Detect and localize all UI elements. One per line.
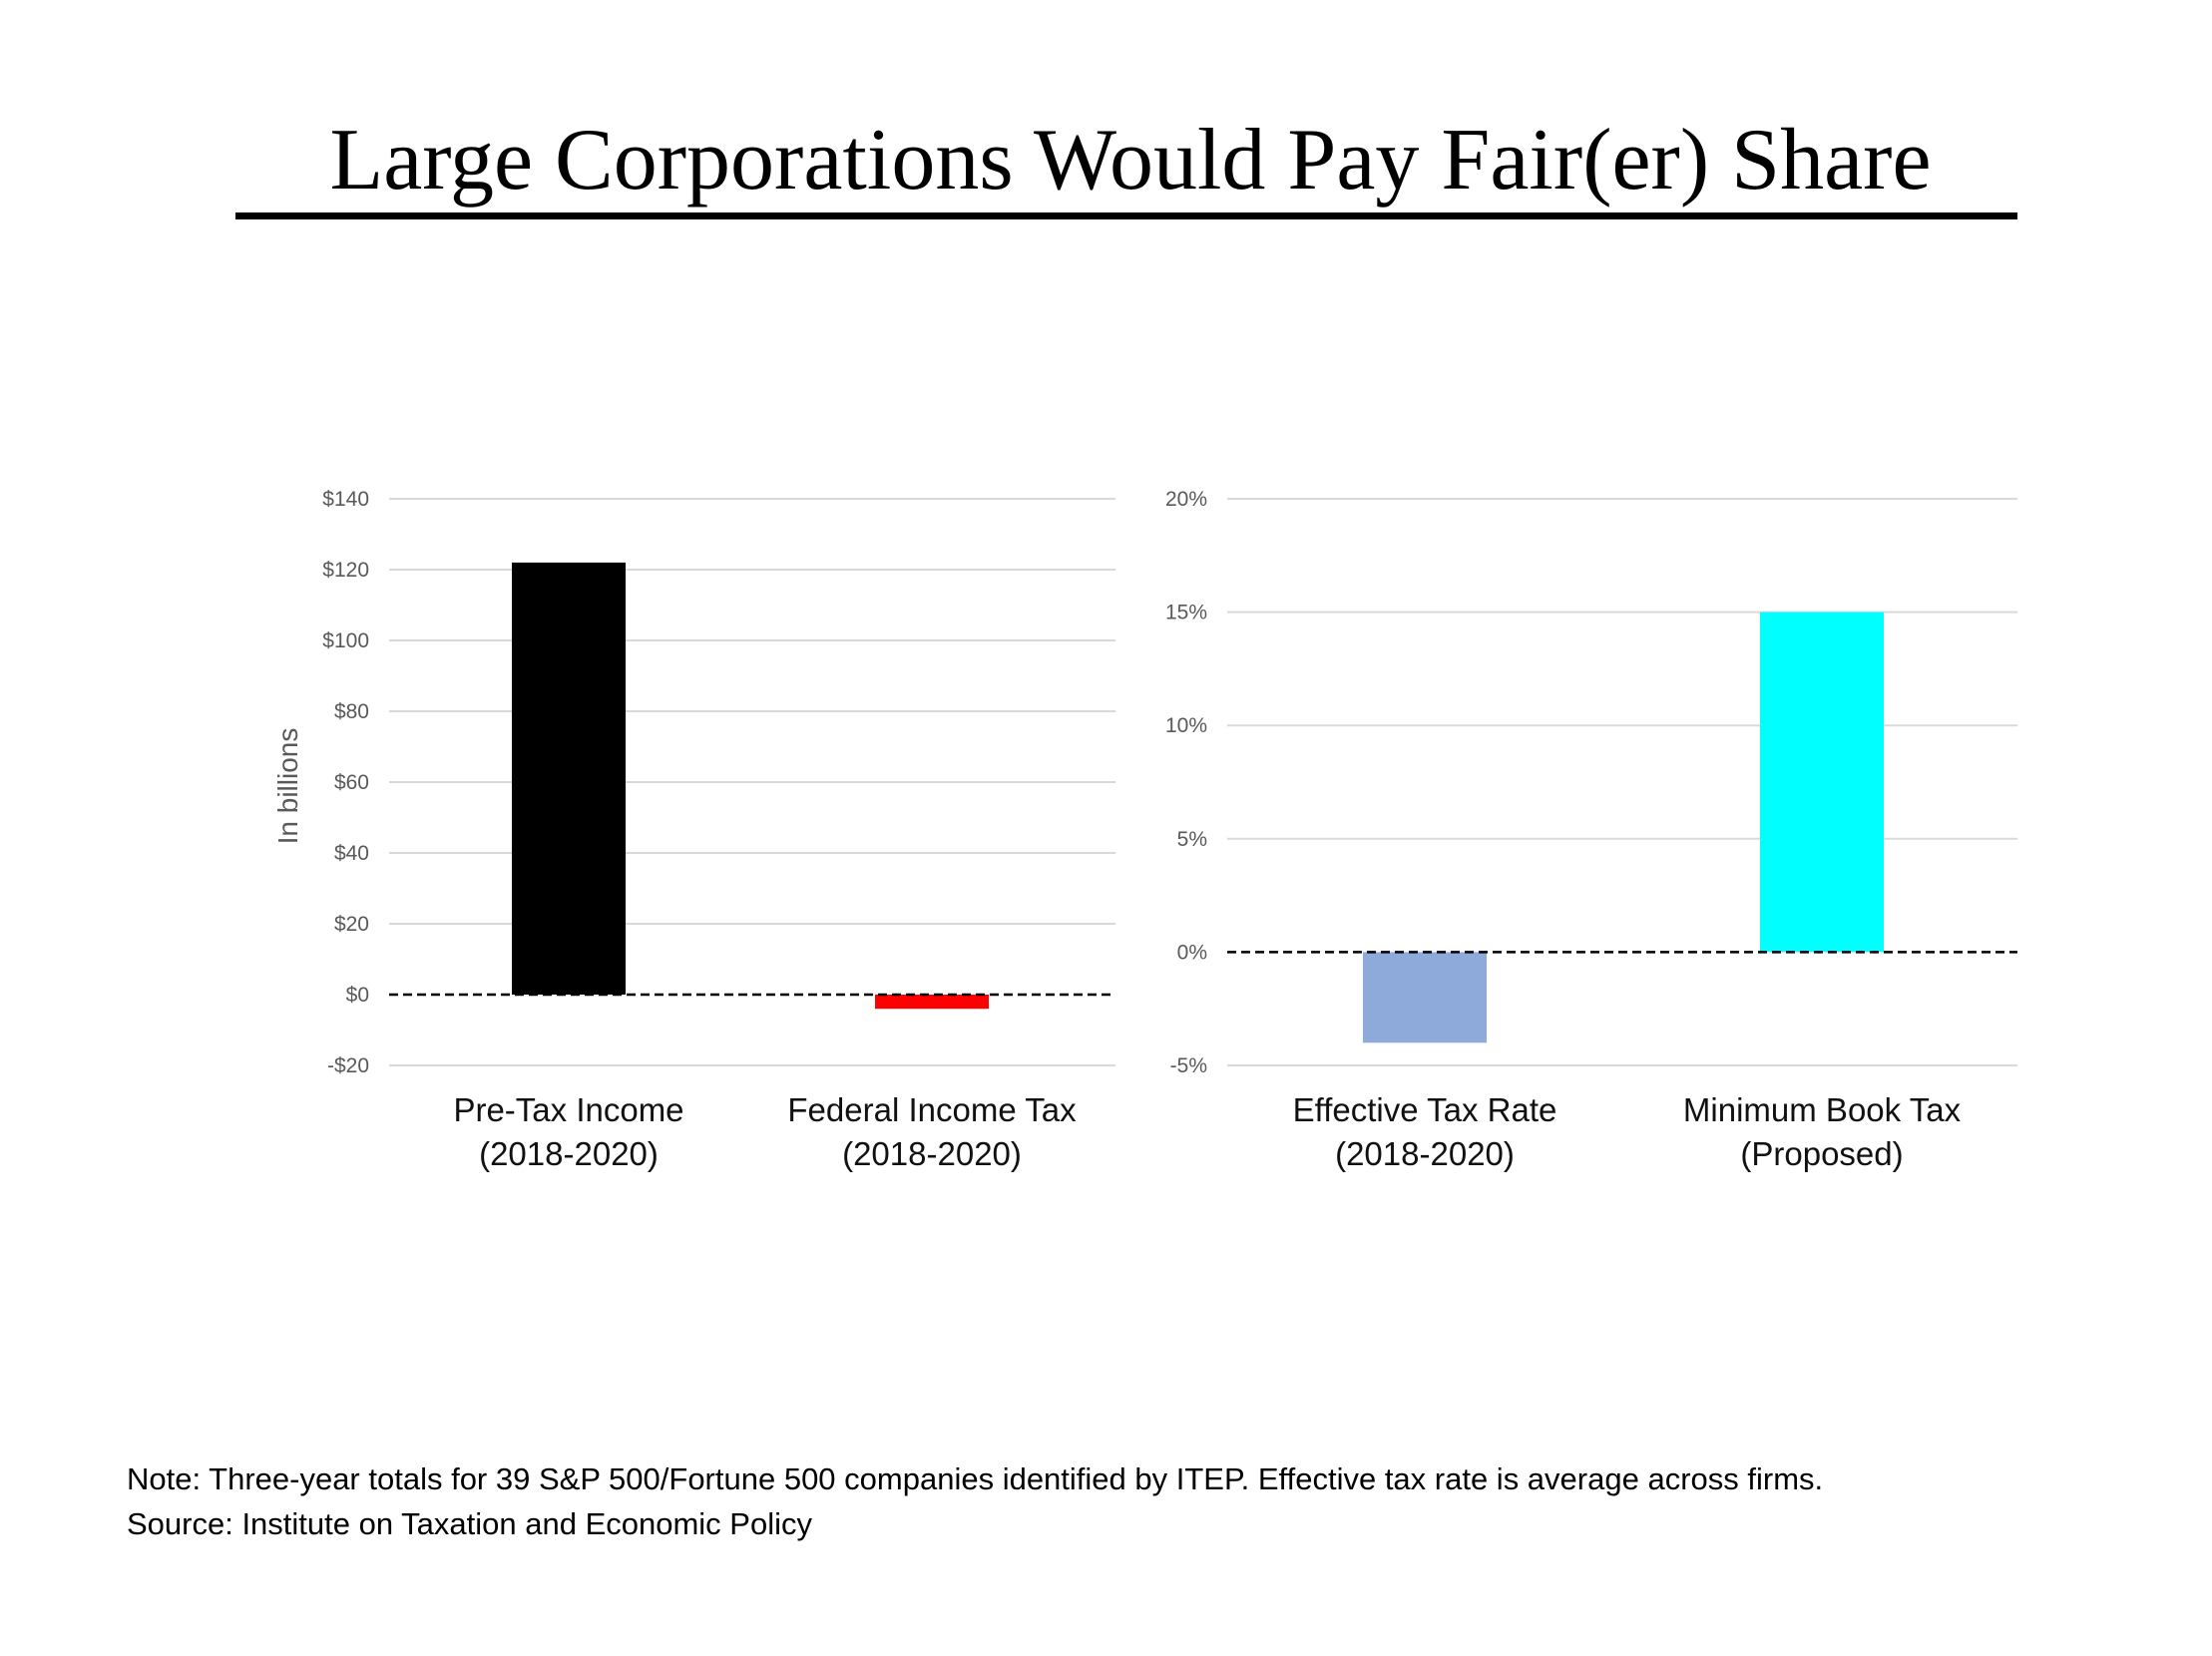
bar (1363, 952, 1487, 1043)
x-category-label: (2018-2020) (479, 1135, 659, 1172)
x-category-label: (2018-2020) (842, 1135, 1022, 1172)
footnote-note: Note: Three-year totals for 39 S&P 500/F… (127, 1461, 1824, 1496)
y-axis-label: In billions (272, 728, 303, 845)
y-tick-label: $60 (334, 771, 369, 794)
x-category-label: Effective Tax Rate (1293, 1091, 1557, 1128)
y-tick-label: $100 (322, 629, 369, 652)
title-underline (235, 212, 2017, 219)
y-tick-label: $140 (322, 488, 369, 511)
bar (1760, 612, 1884, 953)
y-tick-label: 20% (1165, 488, 1207, 511)
y-tick-label: $120 (322, 559, 369, 582)
y-tick-label: -5% (1170, 1054, 1207, 1077)
y-tick-label: 5% (1177, 828, 1207, 851)
x-category-label: Minimum Book Tax (1683, 1091, 1962, 1128)
y-tick-label: $80 (334, 700, 369, 723)
y-tick-label: 15% (1165, 602, 1207, 624)
chart-title: Large Corporations Would Pay Fair(er) Sh… (329, 112, 1932, 208)
footnote-source: Source: Institute on Taxation and Econom… (127, 1506, 812, 1541)
y-tick-label: 10% (1165, 714, 1207, 737)
bar (512, 562, 626, 995)
y-tick-label: -$20 (327, 1054, 369, 1077)
bar (875, 995, 989, 1010)
y-tick-label: 0% (1177, 941, 1207, 964)
x-category-label: Pre-Tax Income (453, 1091, 683, 1128)
x-category-label: (2018-2020) (1335, 1135, 1515, 1172)
y-tick-label: $20 (334, 913, 369, 936)
x-category-label: (Proposed) (1740, 1135, 1903, 1172)
y-tick-label: $40 (334, 842, 369, 865)
y-tick-label: $0 (346, 984, 369, 1007)
x-category-label: Federal Income Tax (787, 1091, 1077, 1128)
